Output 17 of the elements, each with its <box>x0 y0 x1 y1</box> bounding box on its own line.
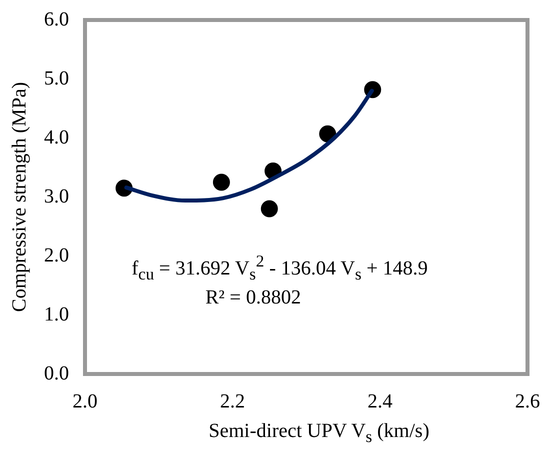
y-tick-label: 0.0 <box>44 362 69 384</box>
y-axis-title: Compressive strength (MPa) <box>8 82 30 312</box>
x-tick-label: 2.4 <box>368 390 392 412</box>
y-tick-label: 2.0 <box>44 244 69 266</box>
x-axis-title: Semi-direct UPV V$_{s}$ (km/s) <box>208 420 430 447</box>
point <box>212 174 230 191</box>
x-tick-label: 2.0 <box>72 390 98 412</box>
annotation: R² = 0.8802 <box>205 286 301 310</box>
y-tick-label: 4.0 <box>44 126 69 148</box>
x-tick-label: 2.6 <box>515 390 540 412</box>
annotation: f$_{cu}$ = 31.692 V$_{s}$$^{2}$ - 136.04 V$_{s}$ + 148.9 <box>132 251 428 284</box>
x-tick-label: 2.2 <box>220 390 245 412</box>
y-tick-label: 1.0 <box>44 303 69 326</box>
point <box>260 200 278 218</box>
y-tick-label: 6.0 <box>44 8 69 30</box>
y-tick-label: 3.0 <box>44 185 69 208</box>
y-tick-label: 5.0 <box>44 67 69 90</box>
